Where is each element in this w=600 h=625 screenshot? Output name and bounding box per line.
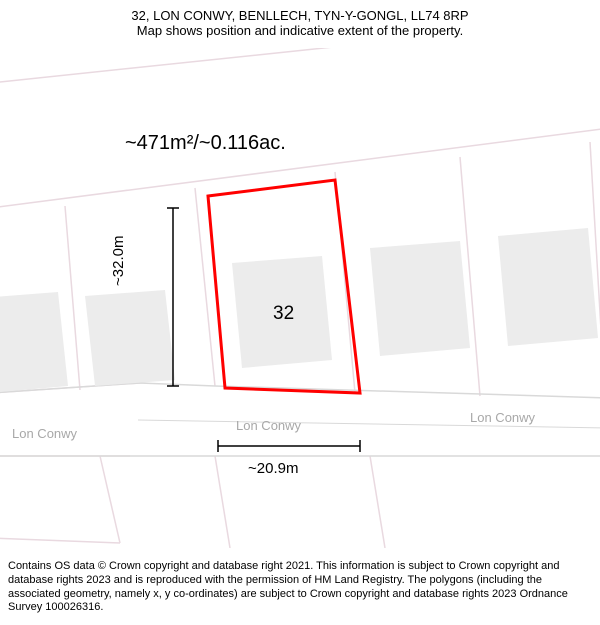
address-title: 32, LON CONWY, BENLLECH, TYN-Y-GONGL, LL… — [10, 8, 590, 23]
road-label: Lon Conwy — [470, 410, 535, 425]
header: 32, LON CONWY, BENLLECH, TYN-Y-GONGL, LL… — [0, 0, 600, 42]
road-label: Lon Conwy — [12, 426, 77, 441]
dimension-width-label: ~20.9m — [248, 460, 298, 477]
map-subtitle: Map shows position and indicative extent… — [10, 23, 590, 38]
house-number-label: 32 — [273, 303, 294, 325]
road-label: Lon Conwy — [236, 418, 301, 433]
dimension-height-label: ~32.0m — [110, 236, 127, 286]
map-svg — [0, 48, 600, 548]
map-area: ~471m²/~0.116ac. ~32.0m ~20.9m 32 Lon Co… — [0, 48, 600, 548]
copyright-footer: Contains OS data © Crown copyright and d… — [0, 554, 600, 625]
area-label: ~471m²/~0.116ac. — [125, 132, 286, 155]
